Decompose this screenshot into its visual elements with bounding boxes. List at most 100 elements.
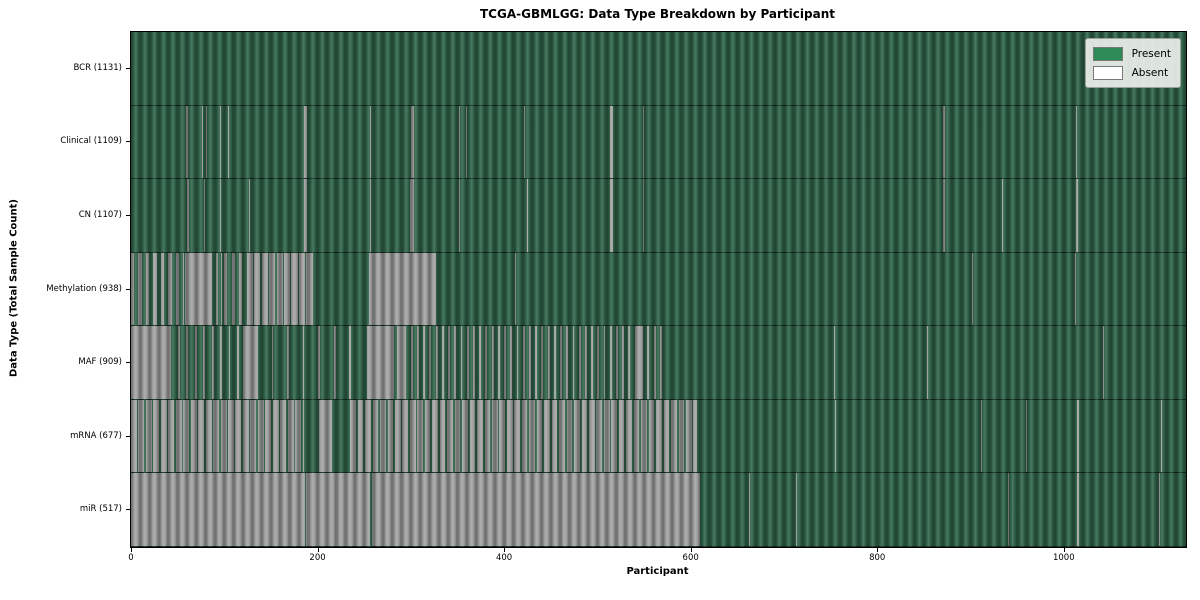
absent-segment	[387, 399, 394, 473]
absent-segment	[366, 326, 395, 399]
absent-segment	[205, 105, 207, 179]
y-tick-label-BCR: BCR (1131)	[73, 62, 123, 73]
absent-segment	[560, 326, 562, 399]
absent-segment	[220, 399, 227, 473]
x-tick-label-400: 400	[495, 553, 513, 563]
absent-segment	[459, 179, 461, 252]
absent-segment	[628, 326, 631, 399]
absent-segment	[319, 399, 332, 473]
absent-segment	[643, 179, 645, 252]
absent-segment	[648, 399, 655, 473]
absent-segment	[280, 399, 287, 473]
absent-segment	[153, 399, 160, 473]
absent-segment	[303, 179, 308, 252]
absent-segment	[479, 326, 482, 399]
y-tick-label-MAF: MAF (909)	[78, 357, 122, 368]
absent-segment	[371, 473, 700, 546]
absent-segment	[566, 326, 569, 399]
absent-segment	[318, 326, 321, 399]
absent-segment	[1074, 252, 1076, 326]
absent-segment	[302, 399, 304, 473]
absent-segment	[510, 326, 513, 399]
absent-segment	[175, 252, 180, 326]
row-miR	[131, 473, 1186, 547]
plot-area: Present Absent	[130, 31, 1187, 548]
absent-segment	[584, 326, 587, 399]
absent-segment	[131, 252, 135, 326]
absent-segment	[235, 399, 242, 473]
row-BCR	[131, 32, 1186, 106]
x-tick-label-0: 0	[128, 553, 134, 563]
absent-segment	[1076, 399, 1079, 473]
absent-segment	[432, 399, 438, 473]
absent-segment	[231, 252, 235, 326]
absent-segment	[439, 399, 446, 473]
absent-segment	[349, 326, 352, 399]
absent-segment	[522, 326, 525, 399]
absent-segment	[647, 326, 650, 399]
absent-segment	[283, 252, 291, 326]
absent-segment	[473, 326, 475, 399]
absent-segment	[410, 326, 413, 399]
absent-segment	[547, 326, 550, 399]
absent-segment	[972, 252, 974, 326]
absent-segment	[257, 399, 264, 473]
row-Clinical	[131, 105, 1186, 180]
absent-segment	[237, 326, 239, 399]
absent-segment	[368, 252, 437, 326]
absent-segment	[536, 399, 543, 473]
absent-segment	[484, 399, 491, 473]
absent-segment	[306, 473, 370, 546]
absent-segment	[1007, 473, 1009, 546]
absent-segment	[131, 473, 305, 546]
absent-segment	[228, 105, 229, 179]
legend-entry-present: Present	[1092, 44, 1171, 63]
absent-segment	[663, 399, 670, 473]
y-tick-label-mRNA: mRNA (677)	[70, 430, 122, 441]
absent-segment	[643, 105, 645, 179]
absent-segment	[213, 399, 220, 473]
absent-segment	[380, 399, 386, 473]
absent-segment	[248, 179, 250, 252]
absent-segment	[447, 399, 453, 473]
absent-segment	[177, 326, 180, 399]
absent-segment	[491, 399, 498, 473]
x-tick-label-800: 800	[869, 553, 886, 563]
absent-segment	[1160, 399, 1162, 473]
row-CN	[131, 179, 1186, 253]
absent-segment	[516, 326, 519, 399]
absent-segment	[626, 399, 632, 473]
absent-segment	[369, 179, 371, 252]
y-tick-mark	[126, 509, 130, 511]
legend-absent-label: Absent	[1131, 66, 1169, 79]
absent-segment	[566, 399, 573, 473]
absent-segment	[541, 326, 544, 399]
absent-segment	[834, 326, 836, 399]
absent-segment	[521, 399, 528, 473]
absent-segment	[578, 326, 581, 399]
absent-segment	[796, 473, 798, 546]
absent-segment	[641, 399, 647, 473]
absent-segment	[138, 399, 145, 473]
x-tick-mark	[690, 548, 692, 552]
x-tick-mark	[131, 548, 132, 552]
absent-segment	[239, 252, 243, 326]
absent-segment	[168, 399, 175, 473]
absent-segment	[589, 399, 595, 473]
absent-segment	[198, 399, 205, 473]
absent-segment	[616, 326, 618, 399]
y-tick-mark	[126, 288, 130, 290]
absent-segment	[1076, 473, 1079, 546]
absent-segment	[185, 252, 213, 326]
absent-segment	[609, 326, 612, 399]
x-tick-label-1000: 1000	[1052, 553, 1075, 563]
y-tick-mark	[126, 435, 130, 437]
absent-segment	[138, 252, 142, 326]
absent-segment	[228, 326, 231, 399]
absent-segment	[551, 399, 558, 473]
absent-segment	[596, 399, 603, 473]
absent-segment	[291, 252, 298, 326]
absent-segment	[1075, 179, 1078, 252]
absent-segment	[333, 326, 336, 399]
